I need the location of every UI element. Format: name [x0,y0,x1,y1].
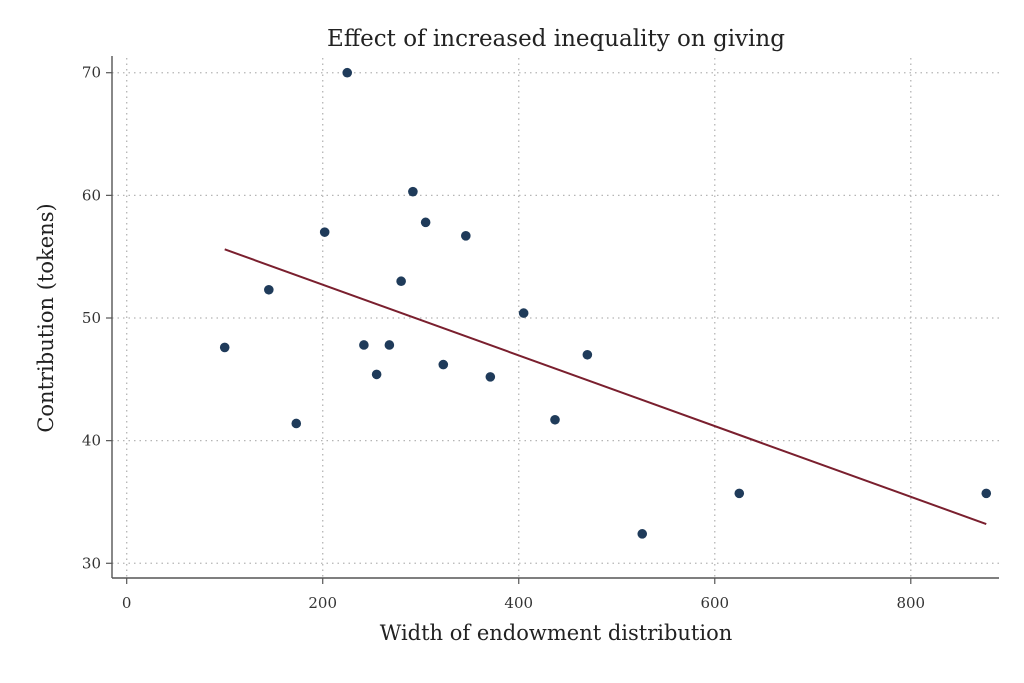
data-point [342,67,353,78]
x-tick-label: 200 [308,594,337,612]
x-tick-label: 600 [700,594,729,612]
fit-line-layer [224,248,987,525]
data-point [438,359,449,370]
data-point [384,340,395,350]
x-tick-label: 800 [896,594,925,612]
data-point [219,342,230,353]
data-point [408,186,418,197]
data-point [359,340,369,350]
data-point [396,276,406,287]
y-tick-label: 60 [82,186,101,204]
data-point [518,308,529,318]
data-point [371,369,382,380]
y-tick-label: 30 [82,554,101,572]
data-point [550,414,560,425]
data-point [319,227,330,237]
data-point [582,349,593,360]
x-axis-label: Width of endowment distribution [380,621,733,645]
y-tick-label: 40 [82,432,101,450]
data-point [734,488,745,499]
ticks: 30 40 50 60 70 0 200 400 600 800 [82,64,925,612]
y-tick-label: 70 [82,64,101,82]
y-tick-label: 50 [82,309,101,327]
data-point [981,488,992,499]
chart-title: Effect of increased inequality on giving [327,26,785,52]
y-axis-label: Contribution (tokens) [34,203,58,432]
data-points [219,67,992,539]
data-point [637,529,648,539]
data-point [291,418,302,429]
data-point [420,217,431,228]
data-point [264,284,274,295]
axes [111,56,999,579]
fit-line [224,248,987,525]
x-tick-label: 0 [122,594,132,612]
x-tick-label: 400 [504,594,533,612]
gridlines [112,58,999,578]
data-point [461,231,471,241]
data-point [485,372,496,382]
